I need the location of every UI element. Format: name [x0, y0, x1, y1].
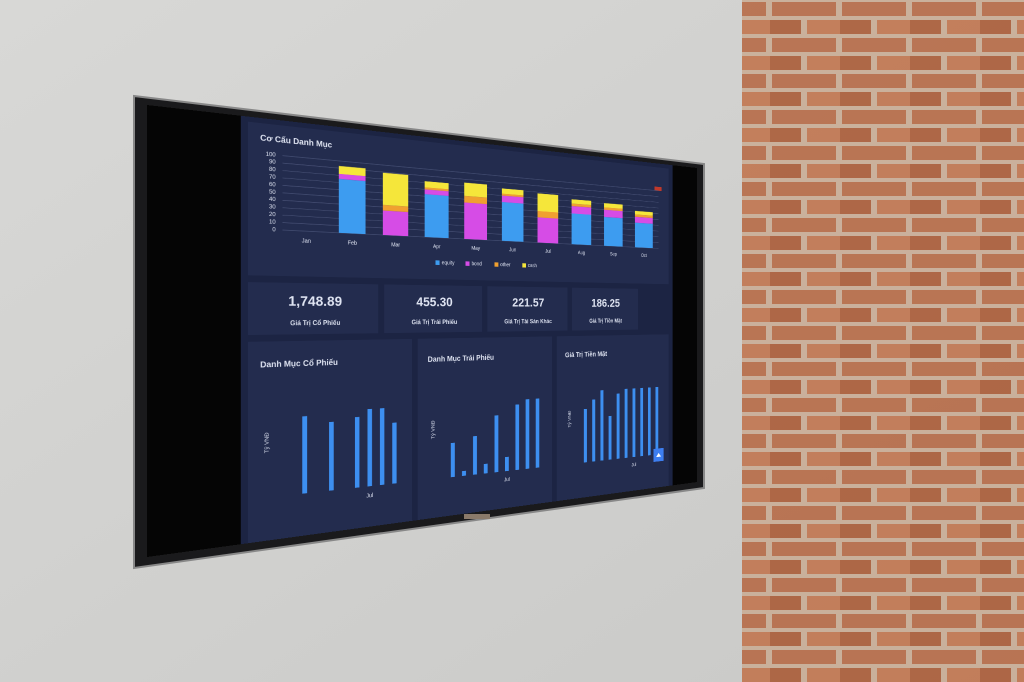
bar-segment	[571, 213, 592, 246]
y-axis-label: Tỷ VNĐ	[431, 420, 436, 439]
y-tick-label: 60	[269, 182, 276, 188]
legend-swatch	[465, 261, 470, 266]
y-tick-label: 90	[269, 159, 276, 165]
x-tick-label: Oct	[641, 253, 647, 258]
bar-segment	[501, 201, 524, 242]
bar-segment	[571, 206, 592, 215]
y-tick-label: 80	[269, 167, 276, 173]
kpi-label: Giá Trị Cổ Phiếu	[290, 319, 340, 327]
bar	[472, 435, 477, 475]
bar	[483, 463, 488, 474]
bar	[624, 388, 628, 459]
panel	[247, 121, 669, 285]
kpi-value: 221.57	[512, 296, 544, 310]
bar	[354, 416, 360, 488]
legend-swatch	[435, 260, 440, 265]
kpi-value: 186.25	[591, 297, 620, 310]
legend-swatch	[494, 262, 499, 267]
legend-label: cash	[528, 263, 537, 268]
x-tick-label: Apr	[433, 244, 441, 250]
bar	[647, 387, 651, 456]
x-tick-label: Jul	[504, 477, 510, 483]
legend-label: other	[500, 262, 511, 267]
dashboard: Cơ Cấu Danh Mục0102030405060708090100Jan…	[147, 105, 698, 557]
bar-segment	[464, 182, 488, 198]
bar-segment	[603, 209, 623, 219]
bar-segment	[603, 216, 623, 247]
y-tick-label: 0	[272, 227, 275, 233]
kpi-label: Giá Trị Tài Sản Khác	[504, 318, 552, 325]
kpi-label: Giá Trị Tiền Mặt	[589, 318, 622, 324]
bar	[450, 442, 455, 478]
x-tick-label: Jan	[302, 238, 311, 244]
bar	[583, 408, 587, 463]
y-tick-label: 100	[266, 151, 276, 158]
bar	[505, 456, 509, 472]
x-tick-label: May	[471, 246, 480, 252]
chart-title: Danh Mục Trái Phiếu	[428, 354, 494, 364]
x-tick-label: Feb	[348, 240, 357, 246]
kpi-card	[247, 282, 379, 336]
y-tick-label: 40	[269, 197, 276, 203]
bar	[515, 404, 520, 471]
x-tick-label: Jun	[509, 247, 516, 252]
bar-segment	[634, 222, 653, 249]
bar-segment	[464, 202, 488, 241]
bar	[616, 393, 620, 459]
bar	[632, 388, 636, 458]
y-axis-label: Tỷ VNĐ	[568, 411, 572, 428]
y-axis-label: Tỷ VNĐ	[264, 432, 270, 453]
bar-segment	[537, 193, 559, 213]
bar-segment	[424, 194, 449, 239]
x-tick-label: Mar	[391, 242, 400, 248]
tv-screen: Cơ Cấu Danh Mục 0 10 20 30 40 50 60 70 80 90 100 Jan…	[147, 105, 698, 557]
x-tick-label: Jul	[545, 249, 551, 254]
legend-label: bond	[472, 261, 482, 267]
x-tick-label: Jul	[366, 493, 373, 499]
bar	[302, 416, 308, 494]
bar-segment	[338, 178, 366, 235]
chart-title: Danh Mục Cổ Phiếu	[260, 359, 338, 371]
x-tick-label: Sep	[610, 252, 617, 257]
y-tick-label: 10	[269, 219, 276, 225]
bar	[461, 470, 466, 477]
bar	[592, 399, 596, 462]
bar-segment	[382, 210, 409, 237]
legend-label: equity	[442, 260, 455, 266]
panel	[247, 338, 413, 544]
y-tick-label: 30	[269, 204, 276, 210]
kpi-value: 1,748.89	[288, 293, 342, 309]
y-tick-label: 20	[269, 212, 276, 218]
bar	[608, 415, 612, 460]
bar	[525, 399, 530, 469]
panel	[556, 334, 669, 502]
kpi-value: 455.30	[416, 295, 452, 310]
brick-wall	[742, 0, 1024, 682]
panel	[417, 336, 553, 521]
bar-segment	[537, 217, 559, 244]
bar	[640, 387, 644, 457]
bar	[535, 398, 540, 468]
tv-stand-logo	[464, 514, 490, 519]
legend-swatch	[522, 263, 527, 268]
bar	[379, 408, 385, 486]
chart-title: Giá Trị Tiền Mặt	[565, 351, 607, 360]
bar-segment	[382, 172, 409, 207]
y-tick-label: 70	[269, 174, 276, 180]
y-tick-label: 50	[269, 189, 276, 195]
bar	[392, 422, 397, 484]
x-tick-label: Aug	[578, 251, 585, 256]
kpi-label: Giá Trị Trái Phiếu	[412, 319, 458, 326]
bar	[329, 421, 334, 491]
bar	[367, 408, 373, 487]
x-tick-label: Jul	[632, 463, 637, 468]
bar	[494, 415, 499, 473]
bar	[655, 386, 659, 455]
bar	[600, 390, 604, 461]
